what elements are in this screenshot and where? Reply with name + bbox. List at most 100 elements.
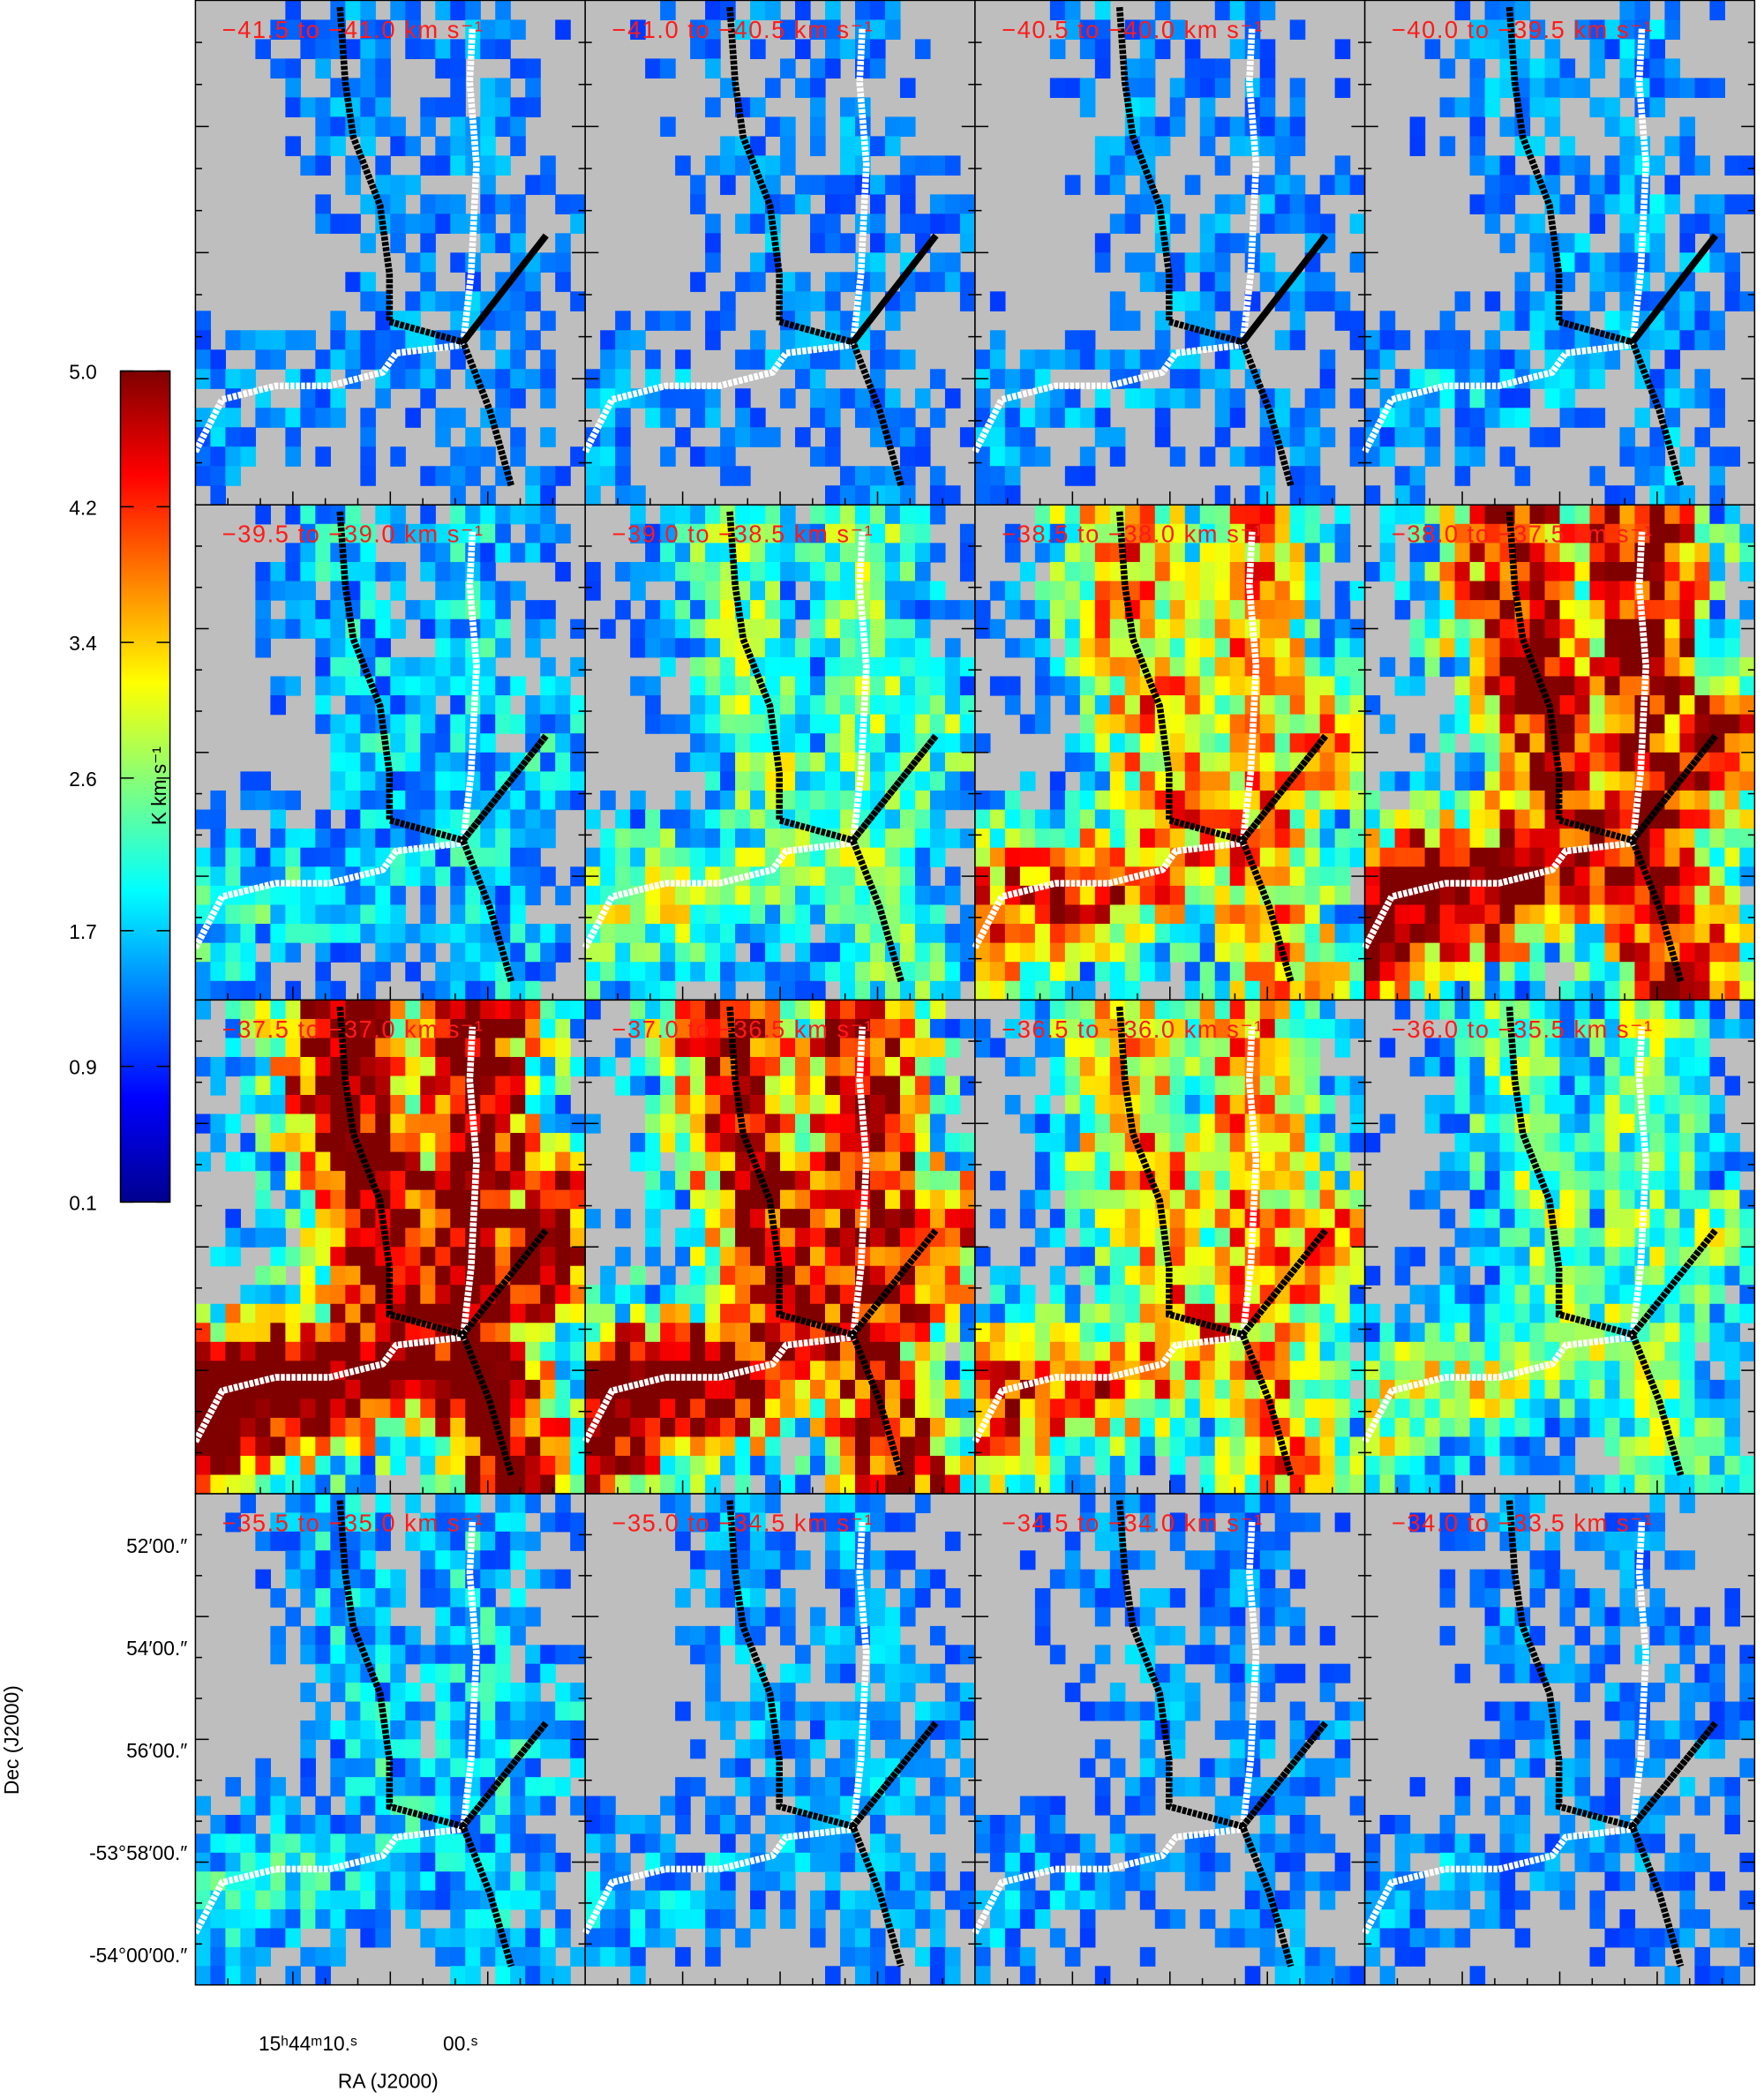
map-cell [1334,543,1351,563]
map-cell [1514,0,1531,21]
map-cell [869,752,886,772]
map-cell [765,618,781,639]
map-cell [690,194,706,214]
map-cell [195,446,212,467]
map-cell [720,847,736,867]
map-cell [1139,962,1156,982]
map-cell [270,1265,286,1286]
map-cell [540,388,556,409]
map-cell [195,349,212,370]
map-cell [1199,291,1216,311]
map-cell [480,847,496,867]
map-cell [1229,904,1246,925]
map-cell [750,561,766,582]
map-cell [375,1341,391,1361]
map-cell [869,272,886,292]
map-cell [795,1189,811,1210]
map-cell [1514,695,1531,716]
map-cell [1214,962,1231,982]
map-cell [1379,561,1396,582]
map-cell [795,714,811,734]
map-cell [840,1303,856,1323]
map-cell [1394,771,1411,791]
map-cell [360,349,376,370]
map-cell [675,904,691,925]
map-cell [1034,809,1051,829]
map-cell [300,388,316,409]
map-cell [285,676,301,696]
map-cell [959,427,976,447]
map-cell [255,1265,271,1286]
map-cell [435,1209,451,1229]
map-cell [1469,543,1486,563]
map-cell [585,1285,601,1305]
map-cell [929,252,946,273]
map-cell [225,1247,242,1267]
map-cell [240,828,257,849]
map-cell [1499,771,1516,791]
map-cell [1289,695,1306,716]
map-cell [1034,446,1051,467]
map-cell [1214,676,1231,696]
map-cell [660,942,676,963]
map-cell [315,1000,331,1020]
map-cell [435,1095,451,1115]
map-cell [720,1379,736,1400]
map-cell [645,904,661,925]
map-cell [705,1056,721,1077]
map-cell [600,1436,616,1457]
map-cell [615,1323,631,1343]
map-cell [315,600,331,620]
map-cell [255,330,271,350]
map-cell [480,962,496,982]
map-cell [480,600,496,620]
map-cell [1379,904,1396,925]
map-cell [869,733,886,753]
map-cell [795,1285,811,1305]
map-cell [1679,733,1696,753]
map-cell [869,1247,886,1267]
map-cell [225,1303,242,1323]
map-cell [1649,39,1666,59]
map-cell [660,980,676,1001]
map-cell [1574,369,1591,389]
map-cell [1439,790,1456,811]
map-cell [645,1209,661,1229]
map-cell [1064,752,1081,772]
map-cell [795,561,811,582]
map-cell [1124,714,1141,734]
map-cell [675,752,691,772]
map-cell [465,980,481,1001]
map-cell [1709,78,1726,98]
map-cell [1064,388,1081,409]
map-cell [1409,136,1426,156]
map-cell [1469,924,1486,944]
map-cell [1094,600,1111,620]
map-cell [1514,790,1531,811]
map-cell [1184,771,1201,791]
map-cell [1559,233,1576,253]
map-cell [854,980,871,1001]
map-cell [510,1398,526,1419]
map-cell [1049,388,1066,409]
map-cell [675,1285,691,1305]
map-cell [1529,980,1546,1001]
map-cell [1739,771,1755,791]
map-cell [735,752,751,772]
map-cell [1199,980,1216,1001]
map-cell [420,618,436,639]
map-cell [1469,97,1486,117]
map-cell [1004,466,1021,486]
map-cell [899,1151,916,1172]
map-cell [420,1285,436,1305]
map-cell [840,39,856,59]
map-cell [1604,505,1621,525]
map-cell [1289,485,1306,506]
map-cell [1379,980,1396,1001]
map-cell [555,942,571,963]
map-cell [840,866,856,887]
map-cell [345,771,361,791]
map-cell [390,1398,406,1419]
map-cell [1034,349,1051,370]
map-cell [1304,809,1321,829]
